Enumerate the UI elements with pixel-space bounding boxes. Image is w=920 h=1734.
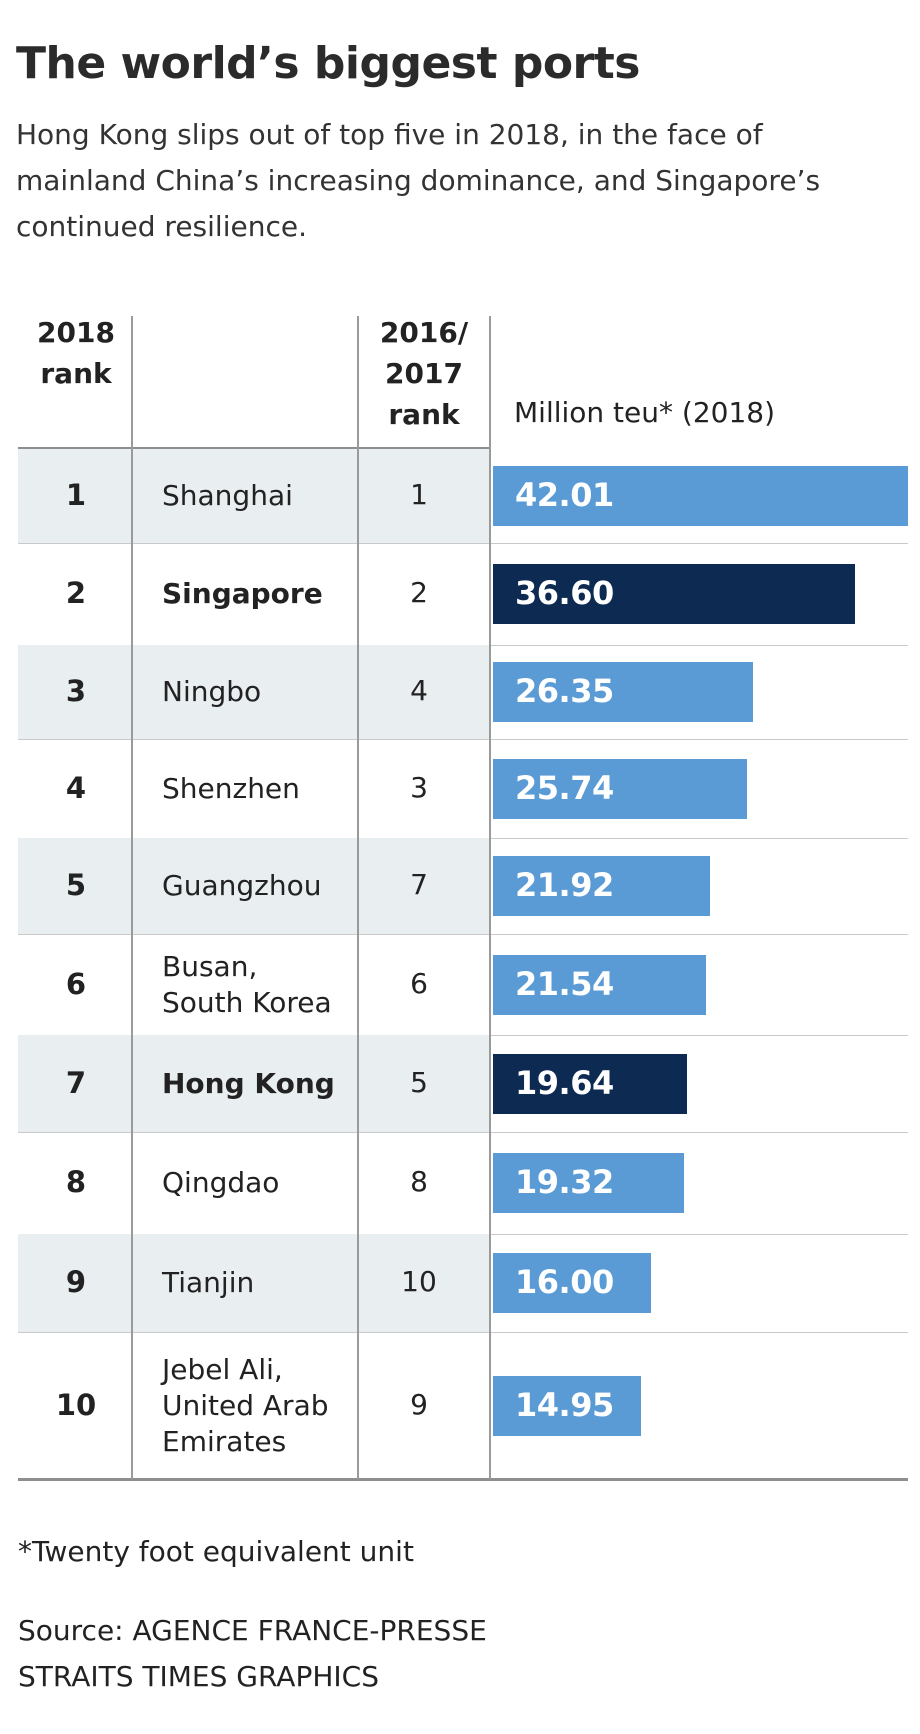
- value-bar: [493, 1253, 651, 1313]
- port-name-line: Ningbo: [162, 675, 262, 708]
- rank-previous-cell: 2: [410, 576, 428, 609]
- port-name-cell: Jebel Ali, United Arab Emirates: [162, 1352, 352, 1460]
- rank-2018-cell: 5: [65, 868, 87, 902]
- value-bar: [493, 564, 855, 624]
- table-row: [18, 1035, 489, 1132]
- value-bar-label: 19.64: [515, 1063, 614, 1102]
- value-bar: [493, 758, 747, 819]
- row-divider: [18, 739, 908, 740]
- port-name-cell: Singapore: [162, 576, 352, 612]
- rank-2018-cell: 8: [65, 1165, 87, 1199]
- rank-previous-cell: 7: [410, 868, 428, 901]
- table-row: [18, 1234, 489, 1332]
- value-bar-label: 21.92: [515, 866, 614, 904]
- rank-2018-cell: 4: [65, 770, 87, 805]
- value-bar-label: 36.60: [515, 574, 614, 612]
- source-line-2: STRAITS TIMES GRAPHICS: [18, 1660, 379, 1693]
- rank-previous-cell: 10: [401, 1265, 437, 1298]
- column-divider-2: [357, 316, 359, 1479]
- table-row: [18, 838, 489, 934]
- port-name-cell: Shenzhen: [162, 771, 352, 807]
- port-name-cell: Shanghai: [162, 478, 352, 514]
- port-name-line: Jebel Ali,: [162, 1352, 283, 1386]
- header-previous-rank-line1: 2016/: [379, 316, 469, 349]
- port-name-line: Singapore: [162, 577, 323, 610]
- rank-2018-cell: 9: [65, 1265, 87, 1299]
- rank-previous-cell: 8: [410, 1165, 428, 1198]
- header-bottom-rule: [18, 447, 489, 450]
- value-bar: [493, 954, 706, 1015]
- header-2018-rank-line2: rank: [40, 357, 112, 390]
- port-name-line: Emirates: [162, 1424, 287, 1458]
- footnote: *Twenty foot equivalent unit: [18, 1535, 414, 1568]
- rank-2018-cell: 7: [65, 1065, 87, 1100]
- value-bar-label: 25.74: [515, 768, 614, 807]
- rank-2018-cell: 2: [65, 576, 87, 610]
- port-name-cell: Tianjin: [162, 1265, 352, 1301]
- header-previous-rank-line3: rank: [388, 398, 460, 431]
- value-bar-label: 21.54: [515, 964, 614, 1003]
- table-row: [18, 449, 489, 543]
- value-bar-label: 42.01: [515, 476, 614, 514]
- rank-2018-cell: 10: [55, 1387, 97, 1422]
- port-name-line: Shenzhen: [162, 771, 300, 805]
- value-bar-label: 26.35: [515, 672, 614, 710]
- port-name-line: Qingdao: [162, 1166, 280, 1199]
- source-credit: Source: AGENCE FRANCE-PRESSE STRAITS TIM…: [18, 1608, 487, 1700]
- port-name-line: Hong Kong: [162, 1066, 335, 1100]
- table-bottom-rule: [18, 1478, 908, 1481]
- row-divider: [18, 934, 908, 935]
- row-divider: [18, 1132, 908, 1133]
- column-divider-1: [131, 316, 133, 1479]
- rank-2018-cell: 6: [65, 966, 87, 1001]
- port-name-line: Busan,: [162, 949, 258, 983]
- rank-previous-cell: 9: [410, 1387, 428, 1421]
- value-bar: [493, 856, 710, 916]
- chart-subtitle: Hong Kong slips out of top five in 2018,…: [16, 118, 821, 243]
- rank-previous-cell: 5: [410, 1065, 428, 1099]
- source-line-1: Source: AGENCE FRANCE-PRESSE: [18, 1614, 487, 1647]
- port-name-cell: Hong Kong: [162, 1066, 352, 1102]
- rank-2018-cell: 1: [65, 478, 87, 512]
- rank-2018-cell: 3: [65, 674, 87, 708]
- port-name-cell: Guangzhou: [162, 868, 352, 904]
- header-previous-rank-line2: 2017: [385, 357, 463, 390]
- header-2018-rank-line1: 2018: [37, 316, 115, 349]
- port-name-line: Shanghai: [162, 479, 293, 512]
- header-value-unit: Million teu* (2018): [514, 396, 776, 429]
- table-row: [18, 645, 489, 739]
- rank-previous-cell: 6: [410, 966, 428, 1000]
- value-bar: [493, 1375, 641, 1436]
- value-bar: [493, 662, 753, 722]
- rank-previous-cell: 1: [410, 478, 428, 511]
- chart-title: The world’s biggest ports: [16, 38, 640, 89]
- port-name-cell: Ningbo: [162, 674, 352, 710]
- port-name-line: South Korea: [162, 985, 332, 1019]
- port-name-line: Tianjin: [162, 1266, 255, 1299]
- row-divider: [18, 1332, 908, 1333]
- port-name-line: United Arab: [162, 1388, 329, 1422]
- port-name-cell: Busan, South Korea: [162, 949, 352, 1021]
- port-name-cell: Qingdao: [162, 1165, 352, 1201]
- rank-previous-cell: 4: [410, 674, 428, 707]
- header-2018-rank: 2018 rank: [20, 312, 132, 394]
- value-bar: [493, 1053, 687, 1114]
- column-divider-3: [489, 316, 491, 1479]
- value-bar-label: 19.32: [515, 1163, 614, 1201]
- value-bar-label: 16.00: [515, 1263, 614, 1301]
- value-bar: [493, 466, 908, 526]
- port-name-line: Guangzhou: [162, 869, 322, 902]
- row-divider: [18, 543, 908, 544]
- header-previous-rank: 2016/ 2017 rank: [360, 312, 488, 435]
- value-bar: [493, 1153, 684, 1213]
- rank-previous-cell: 3: [410, 770, 428, 804]
- value-bar-label: 14.95: [515, 1385, 614, 1424]
